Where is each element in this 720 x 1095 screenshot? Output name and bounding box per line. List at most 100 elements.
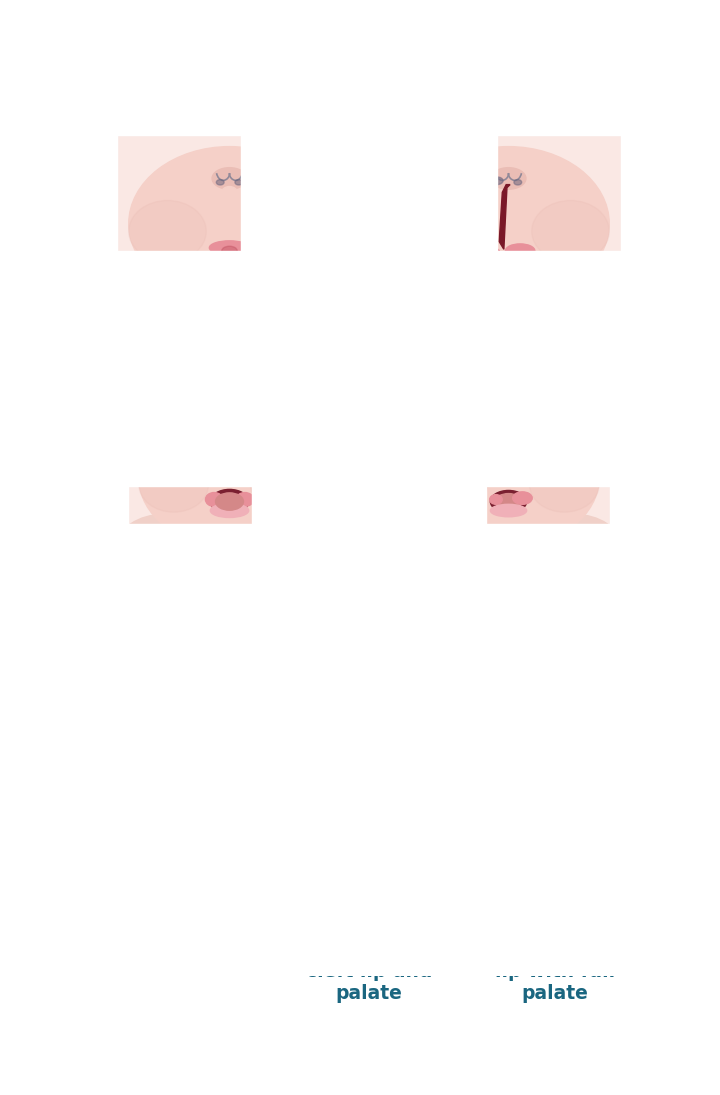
Polygon shape — [389, 869, 444, 906]
Ellipse shape — [139, 408, 320, 546]
Polygon shape — [389, 684, 444, 721]
Wedge shape — [516, 869, 595, 909]
Ellipse shape — [173, 619, 194, 633]
Ellipse shape — [186, 622, 192, 626]
Ellipse shape — [480, 263, 538, 316]
Polygon shape — [178, 838, 188, 869]
Ellipse shape — [174, 622, 180, 626]
Text: Cleft palate: Cleft palate — [121, 944, 245, 963]
Ellipse shape — [253, 274, 354, 343]
Ellipse shape — [514, 180, 522, 185]
Ellipse shape — [490, 495, 503, 505]
Ellipse shape — [418, 457, 487, 512]
Wedge shape — [501, 816, 609, 869]
Ellipse shape — [106, 274, 206, 343]
Wedge shape — [311, 869, 427, 927]
Ellipse shape — [490, 177, 503, 185]
Ellipse shape — [214, 430, 246, 450]
Polygon shape — [557, 811, 575, 876]
Text: Normal palate: Normal palate — [108, 763, 258, 782]
Wedge shape — [501, 631, 609, 684]
Ellipse shape — [205, 493, 223, 506]
Wedge shape — [140, 642, 226, 684]
Text: Bilateral cleft
lip with full
palate: Bilateral cleft lip with full palate — [483, 940, 627, 1003]
Ellipse shape — [397, 515, 487, 577]
Wedge shape — [326, 642, 412, 684]
Wedge shape — [330, 684, 408, 724]
Wedge shape — [497, 869, 613, 927]
Ellipse shape — [532, 274, 632, 343]
Ellipse shape — [186, 807, 192, 811]
Ellipse shape — [495, 440, 503, 446]
Wedge shape — [150, 652, 216, 684]
Ellipse shape — [372, 622, 378, 626]
Ellipse shape — [486, 247, 500, 258]
Ellipse shape — [215, 493, 243, 510]
Ellipse shape — [160, 659, 206, 691]
Wedge shape — [129, 816, 237, 869]
Ellipse shape — [212, 255, 247, 266]
Ellipse shape — [529, 457, 599, 512]
FancyBboxPatch shape — [113, 131, 346, 335]
Text: Unilateral
cleft lip and
palate: Unilateral cleft lip and palate — [306, 940, 432, 1003]
Ellipse shape — [210, 489, 248, 514]
Ellipse shape — [532, 200, 609, 262]
Ellipse shape — [222, 186, 238, 198]
Wedge shape — [311, 684, 427, 742]
Ellipse shape — [558, 807, 564, 811]
FancyBboxPatch shape — [125, 401, 335, 570]
Wedge shape — [315, 631, 423, 684]
Ellipse shape — [222, 246, 238, 255]
Polygon shape — [203, 869, 258, 906]
Ellipse shape — [174, 807, 180, 811]
Ellipse shape — [513, 441, 521, 447]
Ellipse shape — [532, 659, 578, 691]
Ellipse shape — [408, 147, 609, 301]
Wedge shape — [150, 837, 216, 869]
Ellipse shape — [544, 804, 565, 818]
Polygon shape — [109, 869, 163, 906]
Ellipse shape — [129, 200, 206, 262]
Ellipse shape — [558, 622, 564, 626]
Ellipse shape — [372, 807, 378, 811]
Ellipse shape — [210, 241, 250, 255]
Ellipse shape — [253, 200, 330, 262]
Polygon shape — [575, 684, 629, 721]
Ellipse shape — [546, 807, 552, 811]
Ellipse shape — [235, 440, 243, 446]
Ellipse shape — [203, 504, 256, 553]
Ellipse shape — [359, 804, 379, 818]
Wedge shape — [143, 684, 222, 724]
Ellipse shape — [546, 622, 552, 626]
Ellipse shape — [491, 168, 526, 189]
Ellipse shape — [346, 843, 392, 876]
Ellipse shape — [346, 659, 392, 691]
Ellipse shape — [160, 843, 206, 876]
Wedge shape — [129, 631, 237, 684]
Ellipse shape — [200, 263, 258, 316]
Text: Unilateral incomplete: Unilateral incomplete — [395, 566, 623, 586]
Ellipse shape — [208, 253, 251, 268]
Ellipse shape — [529, 515, 620, 577]
Wedge shape — [143, 869, 222, 909]
Ellipse shape — [173, 804, 194, 818]
Text: Cleft lip: Cleft lip — [328, 763, 410, 782]
Ellipse shape — [408, 200, 485, 262]
Ellipse shape — [217, 440, 224, 446]
Polygon shape — [354, 811, 372, 876]
Wedge shape — [330, 869, 408, 909]
Polygon shape — [109, 684, 163, 721]
Wedge shape — [497, 684, 613, 742]
Wedge shape — [315, 816, 423, 869]
Ellipse shape — [544, 619, 565, 633]
Polygon shape — [575, 869, 629, 906]
Ellipse shape — [492, 430, 524, 450]
Wedge shape — [140, 827, 226, 869]
Wedge shape — [492, 622, 618, 684]
Wedge shape — [492, 807, 618, 869]
Wedge shape — [522, 652, 588, 684]
Ellipse shape — [251, 515, 341, 577]
Wedge shape — [512, 642, 598, 684]
Wedge shape — [307, 807, 431, 869]
Text: Bilateral cleft lip and
palate incomplete: Bilateral cleft lip and palate incomplet… — [118, 566, 341, 608]
